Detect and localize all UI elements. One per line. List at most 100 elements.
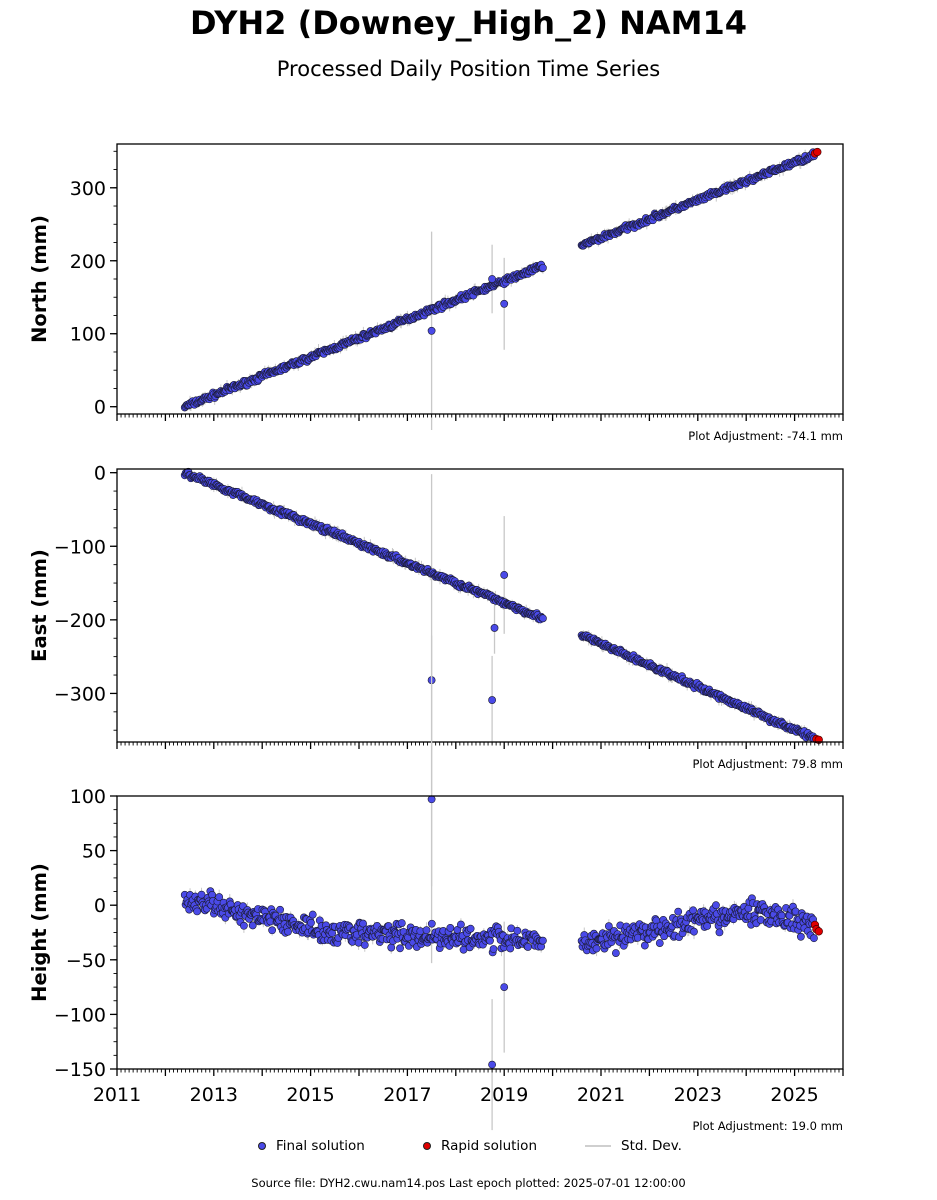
final-point (457, 920, 465, 929)
x-tick-label: 2015 (286, 1084, 334, 1106)
final-point (513, 926, 522, 935)
y-tick-label: 300 (70, 178, 106, 200)
final-point (690, 927, 698, 936)
y-tick-label: −100 (54, 1004, 106, 1026)
y-tick-label: 100 (70, 324, 106, 346)
height-panel: 2011 2013 2015 2017 2019 2021 2023 2025 100 50 0 −5… (28, 635, 844, 1133)
x-tick-label: 2011 (93, 1084, 141, 1106)
y-axis-label: North (mm) (28, 215, 51, 343)
outlier-point (488, 275, 496, 283)
x-tick-label: 2017 (383, 1084, 431, 1106)
y-tick-label: −200 (54, 610, 106, 632)
outlier-point (500, 983, 509, 991)
final-point (307, 918, 315, 927)
source-footer: Source file: DYH2.cwu.nam14.pos Last epo… (251, 1176, 686, 1190)
final-point (539, 263, 547, 272)
final-point (524, 943, 532, 951)
final-point (248, 921, 257, 930)
final-point (215, 893, 224, 901)
legend-rapid-label: Rapid solution (441, 1138, 537, 1154)
legend-final: Final solution (258, 1138, 365, 1154)
outlier-point (488, 696, 496, 704)
final-point (239, 921, 248, 930)
rapid-marker-icon (423, 1142, 431, 1150)
stddev-line-icon (585, 1145, 611, 1147)
y-tick-label: 0 (94, 895, 106, 917)
final-point (703, 922, 712, 930)
final-point (422, 926, 431, 935)
final-point (284, 927, 292, 936)
final-point (611, 949, 620, 957)
outlier-point (427, 326, 436, 335)
final-point (674, 907, 683, 916)
outlier-point (490, 624, 499, 632)
legend-rapid: Rapid solution (423, 1138, 537, 1154)
final-point (308, 910, 317, 919)
final-solution-series (180, 467, 818, 743)
final-point (359, 919, 367, 928)
legend-stddev-label: Std. Dev. (621, 1138, 682, 1154)
final-point (655, 939, 664, 947)
final-point (715, 928, 724, 937)
outlier-point (488, 1060, 496, 1069)
legend-stddev: Std. Dev. (585, 1138, 682, 1154)
y-tick-label: 50 (82, 841, 106, 863)
final-point (396, 944, 404, 953)
y-axis-label: Height (mm) (28, 863, 51, 1002)
final-point (197, 890, 206, 899)
legend-final-label: Final solution (276, 1138, 365, 1154)
plot-adjustment-label: Plot Adjustment: 79.8 mm (692, 757, 843, 771)
rapid-point (813, 147, 822, 157)
final-solution-series (180, 887, 818, 957)
final-point (640, 941, 649, 950)
final-solution-series (180, 148, 818, 412)
final-point (604, 922, 613, 931)
y-axis-label: East (mm) (28, 549, 51, 662)
final-point (539, 936, 547, 945)
y-tick-label: 100 (70, 786, 106, 808)
final-point (506, 944, 515, 953)
figure-subtitle: Processed Daily Position Time Series (276, 57, 661, 81)
rapid-point (814, 927, 823, 936)
final-point (466, 924, 475, 933)
y-tick-label: −150 (54, 1059, 106, 1081)
y-tick-label: 0 (94, 463, 106, 485)
x-tick-label: 2025 (770, 1084, 818, 1106)
final-point (427, 919, 436, 928)
final-point (539, 614, 547, 623)
final-point (489, 945, 498, 953)
final-point (360, 941, 369, 949)
y-tick-label: −50 (66, 950, 106, 972)
final-point (387, 943, 396, 952)
figure-title: DYH2 (Downey_High_2) NAM14 (189, 4, 748, 42)
final-point (268, 926, 277, 935)
final-point (796, 932, 805, 941)
final-point (276, 905, 284, 914)
final-point (446, 923, 455, 932)
final-point (592, 944, 601, 953)
y-tick-label: −300 (54, 683, 106, 705)
x-tick-label: 2021 (577, 1084, 625, 1106)
final-point (777, 911, 786, 920)
plot-adjustment-label: Plot Adjustment: 19.0 mm (692, 1119, 843, 1133)
x-tick-label: 2013 (190, 1084, 238, 1106)
outlier-point (500, 571, 509, 579)
plot-adjustment-label: Plot Adjustment: -74.1 mm (688, 429, 843, 443)
x-tick-label: 2023 (674, 1084, 722, 1106)
y-tick-label: −100 (54, 536, 106, 558)
x-tick-label: 2019 (480, 1084, 528, 1106)
final-point (397, 919, 406, 927)
outlier-point (427, 795, 436, 804)
north-panel: 0 100 200 300 North (mm) Plot Adjustment: -74… (28, 143, 844, 443)
outlier-point (500, 299, 509, 308)
final-point (810, 934, 818, 943)
final-point (193, 907, 202, 916)
y-tick-label: 0 (94, 397, 106, 419)
final-point (712, 901, 720, 910)
final-point (486, 936, 494, 945)
y-tick-label: 200 (70, 251, 106, 273)
final-marker-icon (258, 1142, 266, 1150)
legend: Final solution Rapid solution Std. Dev. (0, 1138, 937, 1158)
